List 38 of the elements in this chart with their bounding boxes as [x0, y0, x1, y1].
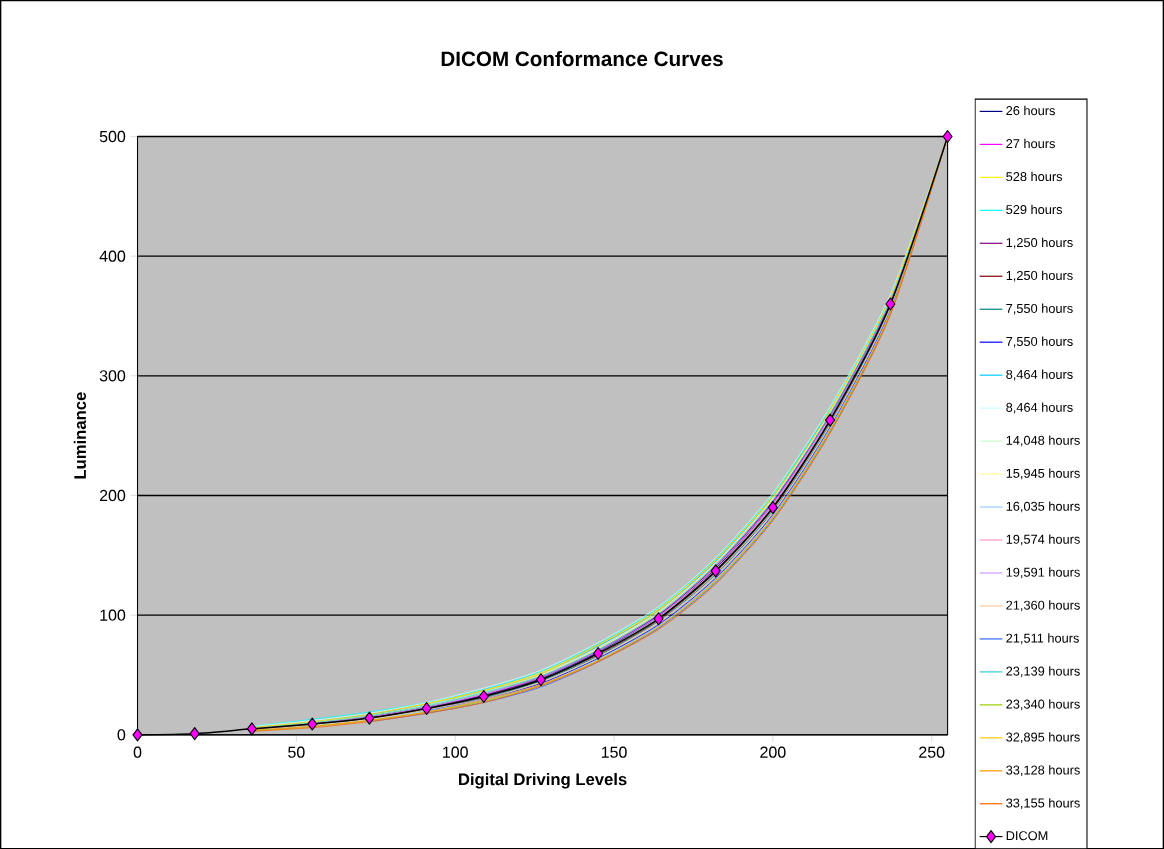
y-tick-label: 300: [99, 370, 126, 382]
legend-label: 529 hours: [1006, 204, 1063, 214]
legend-label: 21,360 hours: [1006, 600, 1080, 612]
x-axis-title: Digital Driving Levels: [459, 772, 627, 789]
legend-label: 19,591 hours: [1006, 567, 1080, 579]
legend-label: DICOM: [1006, 830, 1048, 840]
legend-label: 8,464 hours: [1006, 402, 1073, 414]
y-tick-label: 500: [99, 130, 126, 142]
x-tick-label: 50: [288, 746, 305, 758]
legend-label: 23,139 hours: [1006, 666, 1080, 677]
legend-label: 33,128 hours: [1006, 765, 1080, 776]
x-tick-label: 250: [919, 746, 945, 758]
legend-label: 1,250 hours: [1006, 270, 1073, 282]
legend-label: 7,550 hours: [1006, 336, 1073, 348]
legend-label: 27 hours: [1006, 138, 1055, 148]
y-tick-label: 100: [100, 609, 126, 621]
legend-label: 7,550 hours: [1006, 303, 1073, 315]
y-tick-label: 400: [99, 250, 126, 262]
x-tick-label: 0: [133, 746, 142, 758]
y-axis-title: Luminance: [73, 392, 87, 479]
legend-label: 33,155 hours: [1006, 797, 1080, 809]
legend-label: 1,250 hours: [1006, 237, 1073, 249]
x-tick-label: 200: [760, 746, 786, 758]
legend-label: 8,464 hours: [1006, 369, 1073, 381]
legend-label: 23,340 hours: [1006, 699, 1080, 710]
legend-label: 528 hours: [1006, 171, 1063, 181]
y-tick-label: 0: [117, 729, 126, 741]
legend-label: 32,895 hours: [1006, 732, 1080, 743]
legend-label: 14,048 hours: [1006, 435, 1080, 447]
legend-label: 15,945 hours: [1006, 468, 1080, 480]
legend-label: 21,511 hours: [1006, 633, 1079, 645]
legend-label: 19,574 hours: [1006, 534, 1080, 546]
legend-label: 16,035 hours: [1006, 501, 1080, 513]
x-tick-label: 150: [601, 746, 627, 758]
y-tick-label: 200: [99, 489, 126, 501]
legend-label: 26 hours: [1006, 105, 1055, 115]
chart-title: DICOM Conformance Curves: [441, 50, 723, 67]
x-tick-label: 100: [443, 746, 468, 758]
